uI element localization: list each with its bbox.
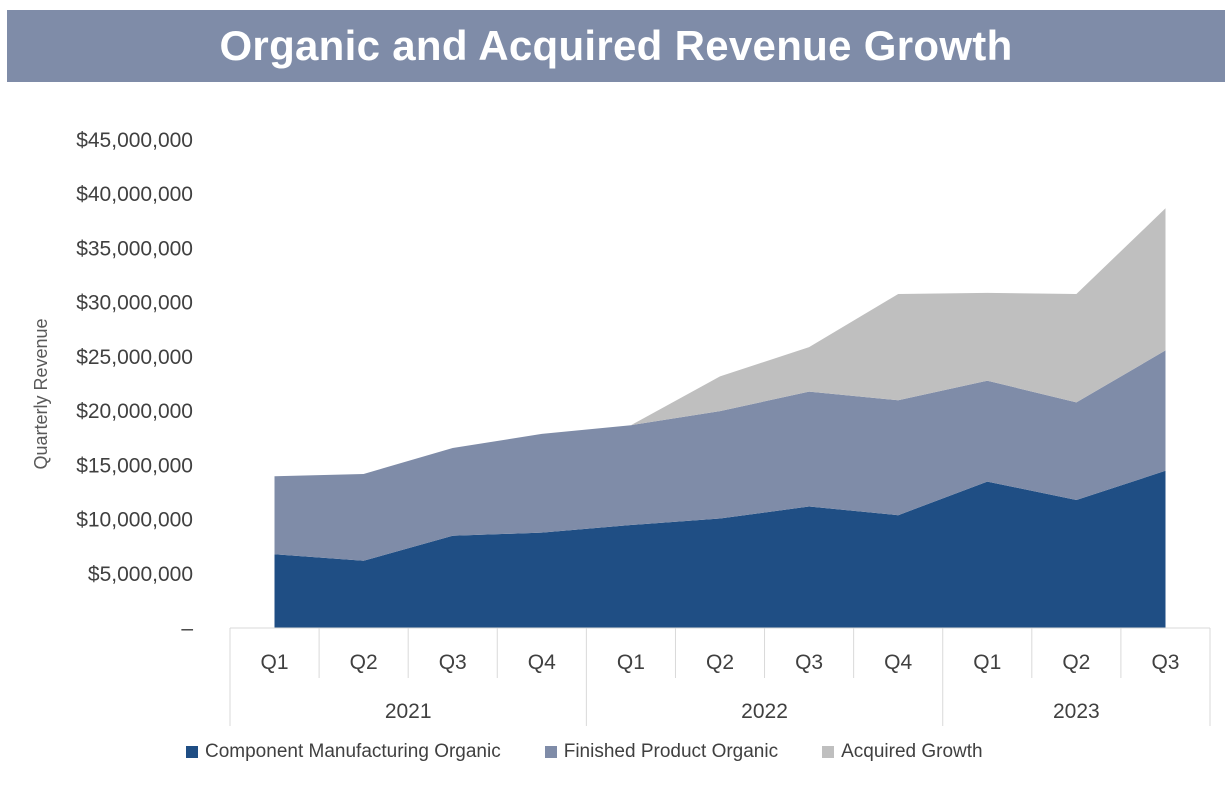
x-tick-label: Q3 <box>439 651 467 674</box>
year-label: 2021 <box>385 700 432 723</box>
x-tick-label: Q2 <box>706 651 734 674</box>
legend-item-acquired: Acquired Growth <box>822 741 983 763</box>
chart-title: Organic and Acquired Revenue Growth <box>219 22 1013 69</box>
year-label: 2022 <box>741 700 788 723</box>
y-tick-label: $10,000,000 <box>76 509 193 532</box>
legend-label-acquired: Acquired Growth <box>841 741 983 762</box>
y-tick-label: $40,000,000 <box>76 183 193 206</box>
y-tick-label: $35,000,000 <box>76 237 193 260</box>
area-series-3 <box>630 208 1166 426</box>
x-tick-label: Q1 <box>617 651 645 674</box>
x-tick-label: Q4 <box>884 651 912 674</box>
legend-swatch-component <box>186 746 198 758</box>
legend-label-finished: Finished Product Organic <box>563 741 779 762</box>
x-tick-label: Q1 <box>261 651 289 674</box>
x-tick-label: Q3 <box>795 651 823 674</box>
year-label: 2023 <box>1053 700 1100 723</box>
y-tick-label: $20,000,000 <box>76 400 193 423</box>
legend-label-component: Component Manufacturing Organic <box>205 741 501 762</box>
legend-item-finished: Finished Product Organic <box>544 741 779 763</box>
area-series-1 <box>274 470 1166 628</box>
y-tick-label: $25,000,000 <box>76 346 193 369</box>
y-tick-label: $15,000,000 <box>76 454 193 477</box>
chart-title-bar: Organic and Acquired Revenue Growth <box>7 10 1225 82</box>
area-series-2 <box>274 350 1166 561</box>
x-tick-label: Q3 <box>1151 651 1179 674</box>
y-axis-title: Quarterly Revenue <box>31 318 51 469</box>
y-tick-label: $45,000,000 <box>76 129 193 152</box>
x-tick-label: Q1 <box>973 651 1001 674</box>
x-tick-label: Q2 <box>350 651 378 674</box>
legend-swatch-finished <box>544 746 557 758</box>
y-tick-label: $5,000,000 <box>88 563 193 586</box>
x-tick-label: Q4 <box>528 651 556 674</box>
legend-swatch-acquired <box>822 746 835 758</box>
y-tick-label: – <box>181 617 193 640</box>
legend: Component Manufacturing Organic Finished… <box>186 739 983 765</box>
x-tick-label: Q2 <box>1062 651 1090 674</box>
legend-item-component: Component Manufacturing Organic <box>186 741 501 763</box>
y-tick-label: $30,000,000 <box>76 292 193 315</box>
